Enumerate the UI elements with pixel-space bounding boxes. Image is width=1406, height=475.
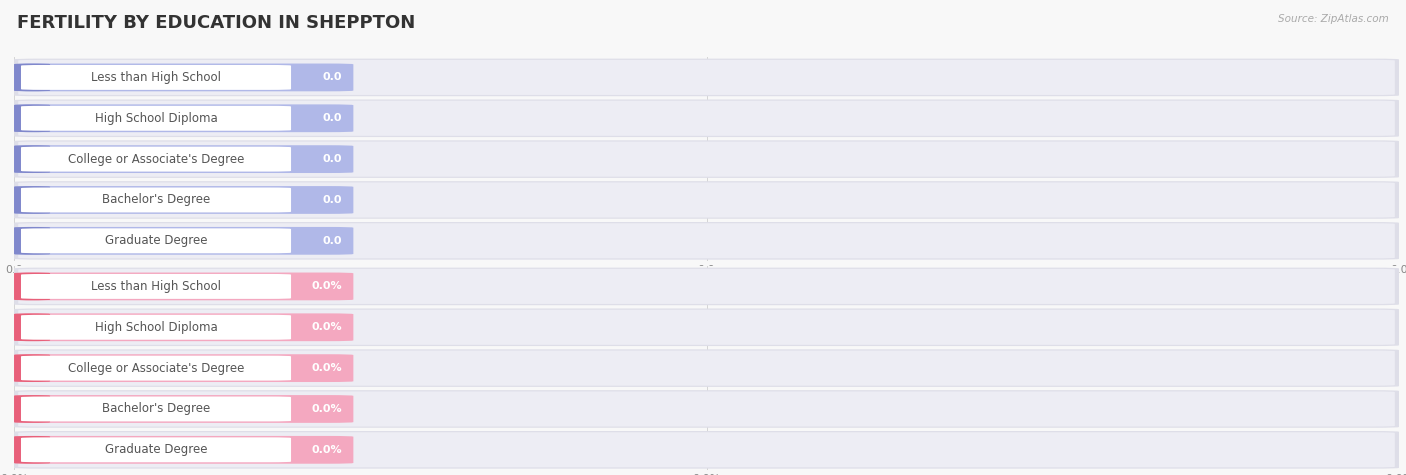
- FancyBboxPatch shape: [14, 436, 51, 464]
- Text: Less than High School: Less than High School: [91, 280, 221, 293]
- Text: College or Associate's Degree: College or Associate's Degree: [67, 361, 245, 375]
- FancyBboxPatch shape: [14, 145, 51, 173]
- FancyBboxPatch shape: [18, 269, 1395, 304]
- FancyBboxPatch shape: [14, 314, 353, 341]
- Text: Graduate Degree: Graduate Degree: [105, 234, 207, 247]
- FancyBboxPatch shape: [14, 354, 51, 382]
- Text: Source: ZipAtlas.com: Source: ZipAtlas.com: [1278, 14, 1389, 24]
- FancyBboxPatch shape: [14, 349, 1399, 387]
- FancyBboxPatch shape: [21, 397, 291, 421]
- FancyBboxPatch shape: [21, 106, 291, 131]
- Text: 0.0: 0.0: [323, 113, 342, 124]
- FancyBboxPatch shape: [14, 222, 1399, 260]
- FancyBboxPatch shape: [14, 145, 353, 173]
- FancyBboxPatch shape: [21, 147, 291, 171]
- FancyBboxPatch shape: [14, 436, 353, 464]
- FancyBboxPatch shape: [21, 356, 291, 380]
- Text: 0.0: 0.0: [323, 154, 342, 164]
- Text: Graduate Degree: Graduate Degree: [105, 443, 207, 456]
- FancyBboxPatch shape: [14, 64, 353, 91]
- FancyBboxPatch shape: [14, 267, 1399, 305]
- FancyBboxPatch shape: [14, 64, 51, 91]
- Text: Bachelor's Degree: Bachelor's Degree: [101, 402, 209, 416]
- Text: 0.0%: 0.0%: [312, 445, 342, 455]
- Text: 0.0%: 0.0%: [312, 363, 342, 373]
- FancyBboxPatch shape: [14, 354, 353, 382]
- Text: College or Associate's Degree: College or Associate's Degree: [67, 152, 245, 166]
- FancyBboxPatch shape: [14, 227, 353, 255]
- FancyBboxPatch shape: [21, 437, 291, 462]
- FancyBboxPatch shape: [14, 186, 51, 214]
- Text: 0.0%: 0.0%: [312, 281, 342, 292]
- FancyBboxPatch shape: [14, 104, 353, 132]
- Text: FERTILITY BY EDUCATION IN SHEPPTON: FERTILITY BY EDUCATION IN SHEPPTON: [17, 14, 415, 32]
- Text: Less than High School: Less than High School: [91, 71, 221, 84]
- FancyBboxPatch shape: [14, 140, 1399, 178]
- FancyBboxPatch shape: [14, 314, 51, 341]
- Text: 0.0%: 0.0%: [312, 322, 342, 332]
- FancyBboxPatch shape: [18, 432, 1395, 467]
- Text: 0.0%: 0.0%: [312, 404, 342, 414]
- Text: High School Diploma: High School Diploma: [94, 112, 218, 125]
- FancyBboxPatch shape: [14, 273, 51, 300]
- FancyBboxPatch shape: [18, 223, 1395, 258]
- Text: Bachelor's Degree: Bachelor's Degree: [101, 193, 209, 207]
- FancyBboxPatch shape: [14, 181, 1399, 219]
- Text: High School Diploma: High School Diploma: [94, 321, 218, 334]
- FancyBboxPatch shape: [18, 142, 1395, 177]
- FancyBboxPatch shape: [14, 390, 1399, 428]
- FancyBboxPatch shape: [14, 431, 1399, 469]
- FancyBboxPatch shape: [14, 58, 1399, 96]
- FancyBboxPatch shape: [14, 395, 353, 423]
- FancyBboxPatch shape: [14, 308, 1399, 346]
- FancyBboxPatch shape: [14, 395, 51, 423]
- FancyBboxPatch shape: [21, 274, 291, 299]
- FancyBboxPatch shape: [18, 351, 1395, 386]
- Text: 0.0: 0.0: [323, 72, 342, 83]
- FancyBboxPatch shape: [21, 228, 291, 253]
- FancyBboxPatch shape: [14, 99, 1399, 137]
- FancyBboxPatch shape: [18, 391, 1395, 427]
- FancyBboxPatch shape: [21, 188, 291, 212]
- Text: 0.0: 0.0: [323, 195, 342, 205]
- FancyBboxPatch shape: [18, 310, 1395, 345]
- FancyBboxPatch shape: [21, 65, 291, 90]
- FancyBboxPatch shape: [18, 60, 1395, 95]
- FancyBboxPatch shape: [18, 101, 1395, 136]
- FancyBboxPatch shape: [21, 315, 291, 340]
- FancyBboxPatch shape: [14, 104, 51, 132]
- FancyBboxPatch shape: [14, 227, 51, 255]
- FancyBboxPatch shape: [18, 182, 1395, 218]
- Text: 0.0: 0.0: [323, 236, 342, 246]
- FancyBboxPatch shape: [14, 186, 353, 214]
- FancyBboxPatch shape: [14, 273, 353, 300]
